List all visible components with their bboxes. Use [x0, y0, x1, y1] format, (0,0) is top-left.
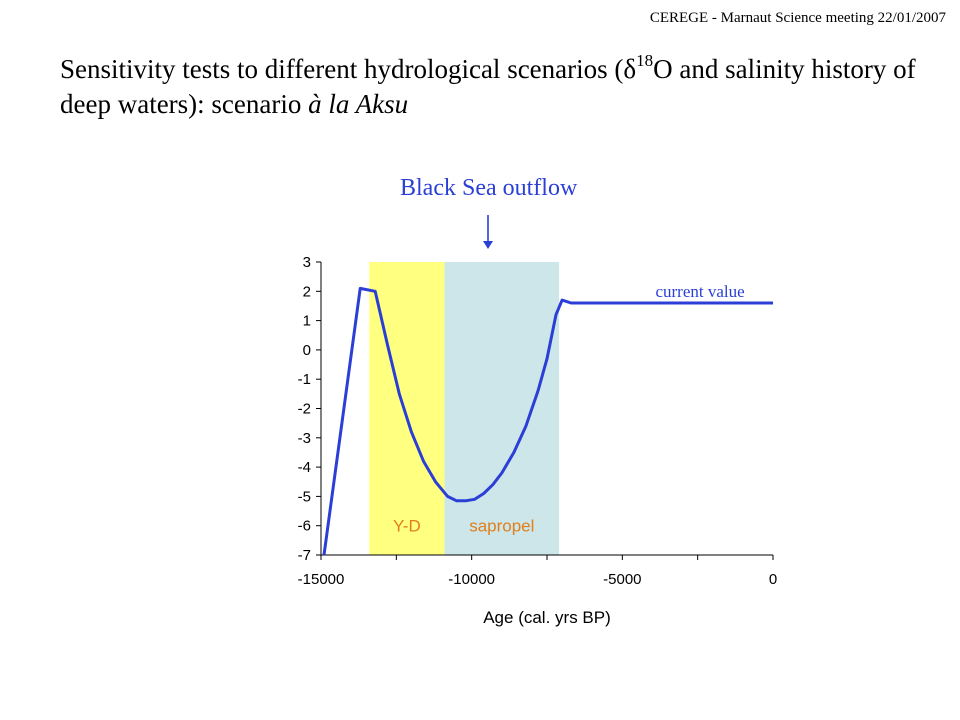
x-tick-label: -15000	[298, 571, 345, 588]
y-tick-label: 1	[303, 313, 311, 330]
x-tick-label: -5000	[603, 571, 641, 588]
y-tick-label: -7	[298, 547, 311, 564]
band-sapropel	[444, 262, 560, 555]
x-axis-title: Age (cal. yrs BP)	[483, 608, 611, 627]
title-part1: Sensitivity tests to different hydrologi…	[60, 54, 624, 84]
title-superscript: 18	[636, 51, 654, 70]
band-y-d	[369, 262, 445, 555]
title-part2: O and salinity history of deep waters): …	[60, 54, 916, 119]
slide-title: Sensitivity tests to different hydrologi…	[60, 52, 920, 122]
band-label-sapropel: sapropel	[469, 517, 534, 536]
black-sea-outflow-label: Black Sea outflow	[400, 175, 578, 201]
series-line	[322, 286, 773, 556]
title-italic: à la Aksu	[308, 89, 409, 119]
y-tick-label: 2	[303, 283, 311, 300]
down-arrow-icon	[483, 215, 493, 249]
y-tick-label: -2	[298, 401, 311, 418]
x-tick-label: 0	[769, 571, 777, 588]
y-tick-label: -6	[298, 518, 311, 535]
y-tick-label: -1	[298, 371, 311, 388]
y-tick-label: -4	[298, 459, 311, 476]
y-tick-label: -3	[298, 430, 311, 447]
current-value-label: current value	[655, 282, 744, 301]
y-tick-label: -5	[298, 488, 311, 505]
title-delta: δ	[623, 54, 637, 84]
band-label-y-d: Y-D	[393, 517, 421, 536]
header-note: CEREGE - Marnaut Science meeting 22/01/2…	[649, 10, 946, 26]
y-tick-label: 0	[303, 342, 311, 359]
x-tick-label: -10000	[448, 571, 495, 588]
y-tick-label: 3	[303, 254, 311, 271]
